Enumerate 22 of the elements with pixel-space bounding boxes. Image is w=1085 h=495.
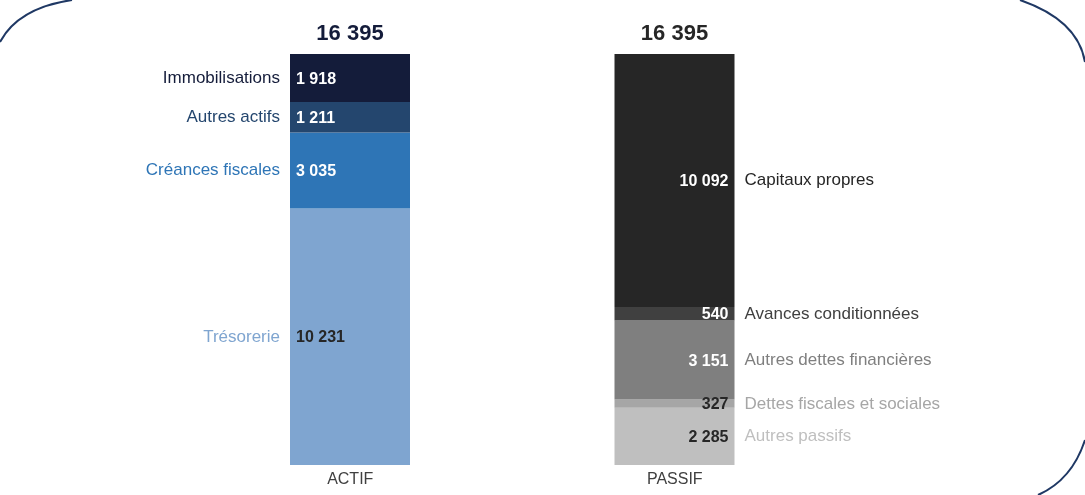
data-label: 10 231 bbox=[296, 328, 346, 346]
series-label: Créances fiscales bbox=[145, 160, 280, 180]
series-label: Autres actifs bbox=[186, 107, 280, 127]
total-label: 16 395 bbox=[640, 20, 709, 45]
data-label: 327 bbox=[701, 395, 729, 413]
total-label: 16 395 bbox=[316, 20, 384, 45]
data-label: 3 035 bbox=[296, 162, 337, 180]
series-label: Immobilisations bbox=[162, 68, 280, 88]
data-label: 2 285 bbox=[688, 428, 729, 446]
data-label: 1 211 bbox=[296, 108, 336, 126]
data-label: 540 bbox=[701, 305, 729, 323]
data-label: 10 092 bbox=[679, 172, 729, 190]
series-label: Autres passifs bbox=[744, 426, 852, 446]
data-label: 1 918 bbox=[296, 69, 337, 87]
data-label: 3 151 bbox=[688, 351, 729, 369]
series-label: Avances conditionnées bbox=[744, 303, 920, 323]
series-label: Capitaux propres bbox=[744, 170, 874, 190]
x-tick-label: PASSIF bbox=[646, 470, 703, 488]
series-label: Dettes fiscales et sociales bbox=[744, 393, 941, 413]
series-label: Autres dettes financières bbox=[744, 350, 932, 370]
series-label: Trésorerie bbox=[203, 326, 280, 346]
x-tick-label: ACTIF bbox=[327, 470, 374, 488]
